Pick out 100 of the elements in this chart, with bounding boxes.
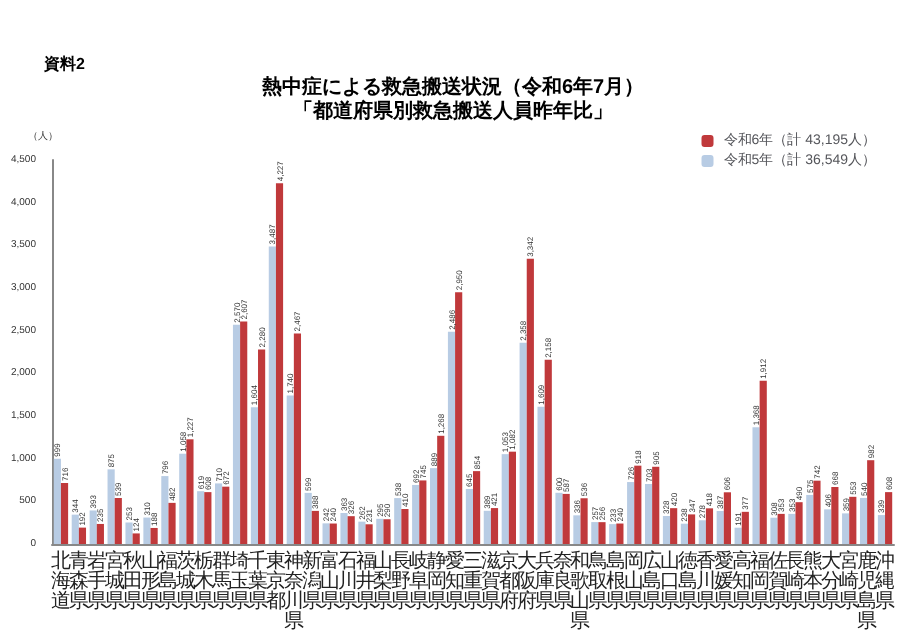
x-tick-label: 栃木県 — [194, 549, 215, 613]
bar — [680, 523, 688, 544]
bar — [627, 482, 635, 544]
bar — [849, 496, 857, 544]
bar — [716, 510, 724, 544]
bar — [723, 492, 731, 544]
bar — [573, 515, 581, 544]
bar — [616, 523, 624, 544]
bar — [258, 349, 266, 544]
bar — [537, 406, 545, 544]
bar — [161, 476, 169, 544]
bar — [652, 466, 660, 544]
x-tick-label: 東京都 — [265, 549, 286, 613]
x-tick-label: 福島県 — [158, 549, 179, 613]
bar — [644, 484, 653, 544]
bar — [806, 494, 814, 544]
x-tick-label: 埼玉県 — [228, 549, 251, 613]
bar — [705, 508, 714, 544]
bar — [455, 292, 463, 544]
bar — [275, 183, 284, 544]
x-tick-label: 山梨県 — [373, 549, 394, 613]
bar — [114, 498, 122, 544]
x-tick-label: 岐阜県 — [409, 549, 430, 613]
x-tick-label: 岩手県 — [86, 549, 107, 613]
x-tick-label: 長野県 — [391, 551, 412, 613]
x-tick-label: 香川県 — [695, 549, 716, 613]
bar — [215, 483, 223, 544]
bar — [859, 497, 868, 544]
bar — [562, 493, 570, 544]
x-tick-label: 和歌山県 — [570, 549, 591, 633]
chart-subtitle: 「都道府県別救急搬送人員昨年比」 — [293, 99, 613, 123]
bar — [412, 484, 420, 544]
x-tick-label: 福岡県 — [749, 549, 770, 613]
x-tick-label: 高知県 — [731, 549, 752, 613]
bar — [365, 524, 373, 544]
bar — [741, 511, 749, 544]
bar — [222, 486, 230, 544]
bar — [322, 523, 330, 544]
x-tick-label: 秋田県 — [122, 549, 143, 613]
x-tick-label: 富山県 — [319, 549, 340, 613]
x-tick-label: 福井県 — [355, 549, 376, 613]
x-tick-label: 群馬県 — [210, 549, 233, 613]
bar — [473, 471, 481, 544]
bar — [591, 522, 599, 544]
bar — [53, 458, 61, 544]
bar — [483, 510, 491, 544]
bar — [179, 453, 187, 544]
bar — [877, 515, 886, 544]
bar — [232, 324, 241, 544]
bar — [430, 468, 438, 544]
bar — [358, 521, 366, 544]
x-tick-label: 大阪府 — [516, 549, 537, 613]
bar — [508, 451, 516, 544]
bar — [555, 492, 563, 544]
bar — [204, 492, 212, 544]
x-tick-label: 長崎県 — [785, 551, 806, 613]
bar — [842, 513, 850, 544]
bar — [490, 508, 499, 544]
bar — [580, 498, 588, 544]
x-tick-label: 新潟県 — [301, 549, 322, 613]
bar — [286, 395, 294, 544]
bar — [250, 407, 259, 544]
x-tick-label: 滋賀県 — [480, 549, 501, 613]
bar — [687, 514, 696, 544]
bar — [340, 513, 348, 544]
x-tick-label: 千葉県 — [248, 549, 269, 613]
bar — [698, 520, 706, 544]
x-tick-label: 兵庫県 — [534, 549, 555, 613]
x-tick-label: 鹿児島県 — [857, 549, 878, 633]
x-tick-label: 愛知県 — [445, 549, 466, 613]
bar — [662, 516, 671, 544]
x-tick-label: 石川県 — [337, 551, 358, 613]
bar — [240, 321, 248, 544]
bar — [734, 527, 742, 544]
bar — [383, 519, 391, 544]
bar — [526, 258, 534, 544]
bar — [419, 480, 427, 544]
bar — [268, 246, 276, 544]
bar — [770, 517, 778, 544]
bar — [60, 482, 69, 544]
x-tick-label: 神奈川県 — [283, 549, 304, 633]
x-tick-label: 宮崎県 — [839, 549, 860, 613]
bar — [71, 514, 79, 544]
x-tick-label: 茨城県 — [174, 549, 197, 613]
bar — [107, 469, 115, 544]
x-tick-label: 徳島県 — [677, 551, 698, 613]
x-tick-label: 三重県 — [463, 551, 483, 613]
bar — [501, 454, 509, 544]
x-tick-label: 青森県 — [68, 549, 89, 613]
x-tick-label: 鳥取県 — [586, 549, 609, 613]
bar — [447, 331, 456, 544]
x-tick-label: 大分県 — [821, 549, 842, 613]
bar — [831, 487, 839, 544]
bar — [824, 509, 832, 544]
x-tick-label: 京都府 — [498, 549, 519, 613]
x-tick-label: 愛媛県 — [713, 549, 734, 613]
x-tick-label: 熊本県 — [803, 549, 824, 613]
x-tick-label: 山形県 — [140, 549, 161, 613]
bar — [394, 498, 402, 544]
bar — [293, 333, 302, 544]
